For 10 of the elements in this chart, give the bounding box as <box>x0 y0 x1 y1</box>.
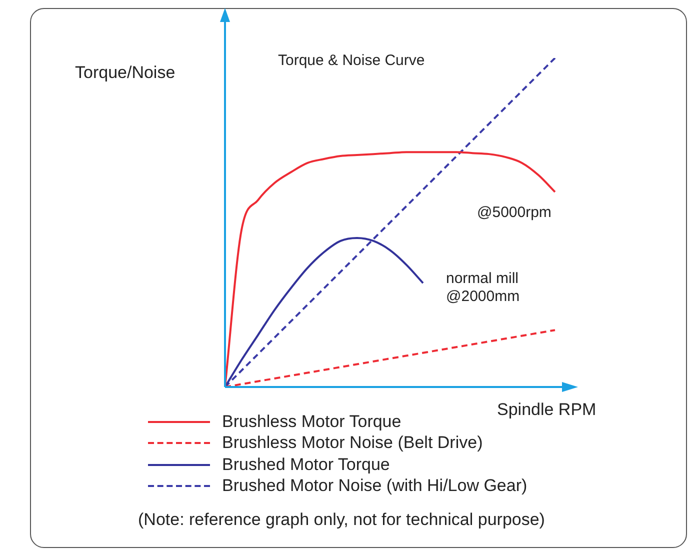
legend-label: Brushed Motor Noise (with Hi/Low Gear) <box>222 476 528 496</box>
x-axis-title: Spindle RPM <box>497 400 596 420</box>
legend-label: Brushless Motor Noise (Belt Drive) <box>222 433 483 454</box>
annotation: normal mill @2000mm <box>446 270 520 306</box>
y-axis-title: Torque/Noise <box>75 63 176 84</box>
legend-label: Brushless Motor Torque <box>222 412 402 432</box>
annotation: @5000rpm <box>477 204 552 222</box>
legend-label: Brushed Motor Torque <box>222 454 390 475</box>
text: (Note: reference graph only, not for technical purpose) <box>138 510 545 530</box>
chart-title: Torque & Noise Curve <box>278 52 425 70</box>
